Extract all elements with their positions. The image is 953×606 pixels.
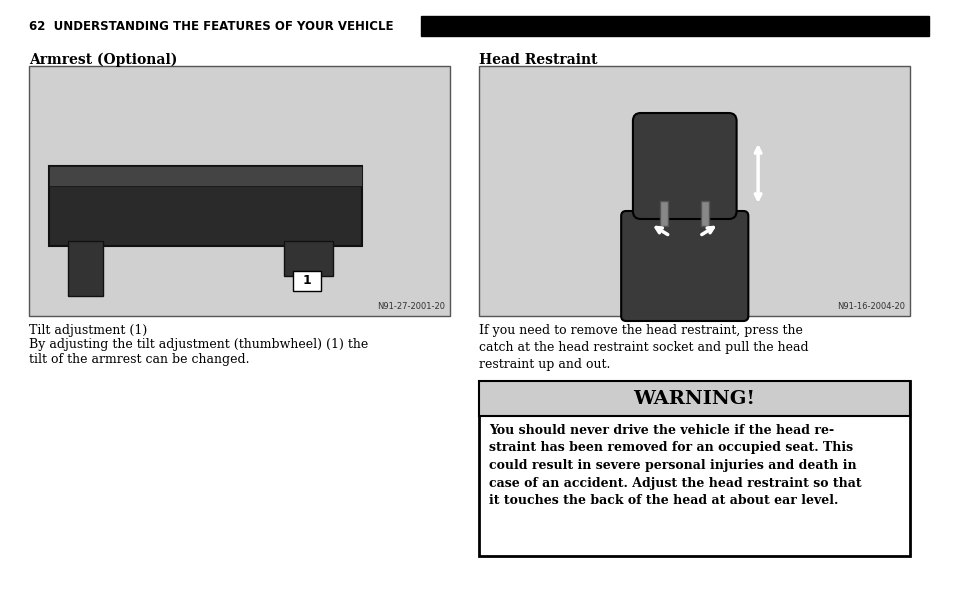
Bar [49,166,361,186]
Text: If you need to remove the head restraint, press the
catch at the head restraint : If you need to remove the head restraint… [478,324,808,371]
Bar [700,201,708,226]
Text: 1: 1 [302,275,312,287]
Bar [283,241,333,276]
Text: By adjusting the tilt adjustment (thumbwheel) (1) the
tilt of the armrest can be: By adjusting the tilt adjustment (thumbw… [30,338,368,366]
Text: N91-16-2004-20: N91-16-2004-20 [836,302,903,311]
Bar [478,381,909,416]
Bar [659,201,667,226]
Text: Head Restraint: Head Restraint [478,53,598,67]
Text: WARNING!: WARNING! [633,390,755,407]
Text: Tilt adjustment (1): Tilt adjustment (1) [30,324,148,337]
FancyBboxPatch shape [620,211,747,321]
Bar [69,241,103,296]
Text: 62  UNDERSTANDING THE FEATURES OF YOUR VEHICLE: 62 UNDERSTANDING THE FEATURES OF YOUR VE… [30,21,394,33]
Text: Armrest (Optional): Armrest (Optional) [30,53,177,67]
Text: N91-27-2001-20: N91-27-2001-20 [376,302,445,311]
Bar [478,381,909,556]
Bar [49,166,361,246]
Bar [30,66,450,316]
FancyBboxPatch shape [632,113,736,219]
Bar [420,16,928,36]
Bar [478,66,909,316]
Bar [294,271,320,291]
Text: You should never drive the vehicle if the head re-
straint has been removed for : You should never drive the vehicle if th… [489,424,861,507]
